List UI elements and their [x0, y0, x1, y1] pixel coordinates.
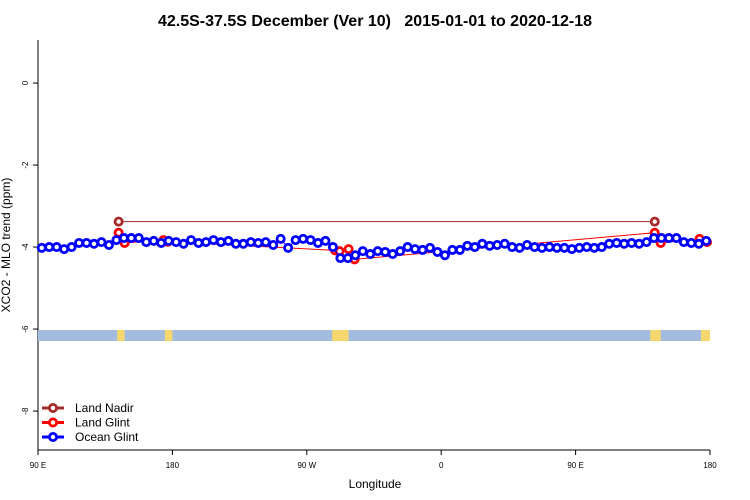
data-point [454, 244, 465, 255]
data-point [193, 237, 204, 248]
data-point [283, 242, 294, 253]
land-segment [332, 330, 349, 341]
legend-label: Land Nadir [75, 401, 134, 415]
data-point [619, 238, 630, 249]
data-point [141, 237, 152, 248]
data-point [492, 239, 503, 250]
land-segment [164, 330, 173, 341]
data-point [432, 246, 443, 257]
surface-strip [38, 330, 710, 341]
data-point [178, 238, 189, 249]
x-axis-label: Longitude [349, 477, 402, 491]
data-point [462, 240, 473, 251]
data-point [678, 237, 689, 248]
data-point [484, 240, 495, 251]
data-point [611, 237, 622, 248]
data-point [298, 233, 309, 244]
x-tick-label: 0 [439, 461, 444, 470]
legend-marker [48, 431, 59, 442]
y-axis-label: XCO2 - MLO trend (ppm) [0, 178, 13, 313]
legend-marker [48, 417, 59, 428]
data-point [238, 238, 249, 249]
data-point [275, 233, 286, 244]
data-point [103, 239, 114, 250]
data-point [89, 238, 100, 249]
land-segment [650, 330, 661, 341]
data-point [350, 250, 361, 261]
data-point [537, 242, 548, 253]
x-tick-label: 90 E [567, 461, 583, 470]
data-point [36, 242, 47, 253]
data-point [581, 242, 592, 253]
data-point [268, 239, 279, 250]
data-point [410, 244, 421, 255]
data-point [290, 235, 301, 246]
data-point [574, 242, 585, 253]
legend-marker [48, 402, 59, 413]
data-point [641, 237, 652, 248]
land-segment [701, 330, 710, 341]
chart-title: 42.5S-37.5S December (Ver 10) 2015-01-01… [158, 13, 592, 30]
y-tick-label: -4 [21, 243, 30, 251]
data-point [499, 238, 510, 249]
data-point [686, 237, 697, 248]
x-tick-label: 90 E [30, 461, 46, 470]
data-point [596, 242, 607, 253]
land-segment [117, 330, 125, 341]
data-point [320, 235, 331, 246]
legend-label: Land Glint [75, 416, 130, 430]
data-point [559, 242, 570, 253]
data-point [671, 233, 682, 244]
data-point [604, 238, 615, 249]
data-point [171, 237, 182, 248]
data-point [163, 235, 174, 246]
data-point [469, 242, 480, 253]
data-point [544, 242, 555, 253]
y-tick-label: 0 [21, 80, 30, 85]
data-point [66, 242, 77, 253]
data-point [395, 246, 406, 257]
data-point [327, 242, 338, 253]
legend-label: Ocean Glint [75, 430, 139, 444]
data-point [215, 237, 226, 248]
data-point [589, 242, 600, 253]
y-tick-label: -8 [21, 407, 30, 415]
data-point [81, 237, 92, 248]
data-point [626, 237, 637, 248]
data-point [634, 238, 645, 249]
data-point [133, 233, 144, 244]
data-point [507, 242, 518, 253]
x-tick-label: 90 W [297, 461, 316, 470]
data-point [372, 246, 383, 257]
data-point [701, 235, 712, 246]
data-point [529, 242, 540, 253]
y-tick-label: -2 [21, 161, 30, 169]
data-point [424, 242, 435, 253]
data-point [253, 237, 264, 248]
data-point [245, 237, 256, 248]
data-point [439, 250, 450, 261]
x-tick-label: 180 [703, 461, 717, 470]
data-point [566, 244, 577, 255]
data-point [649, 216, 660, 227]
x-tick-label: 180 [166, 461, 180, 470]
y-tick-label: -6 [21, 325, 30, 333]
data-point [113, 216, 124, 227]
data-point [343, 244, 354, 255]
